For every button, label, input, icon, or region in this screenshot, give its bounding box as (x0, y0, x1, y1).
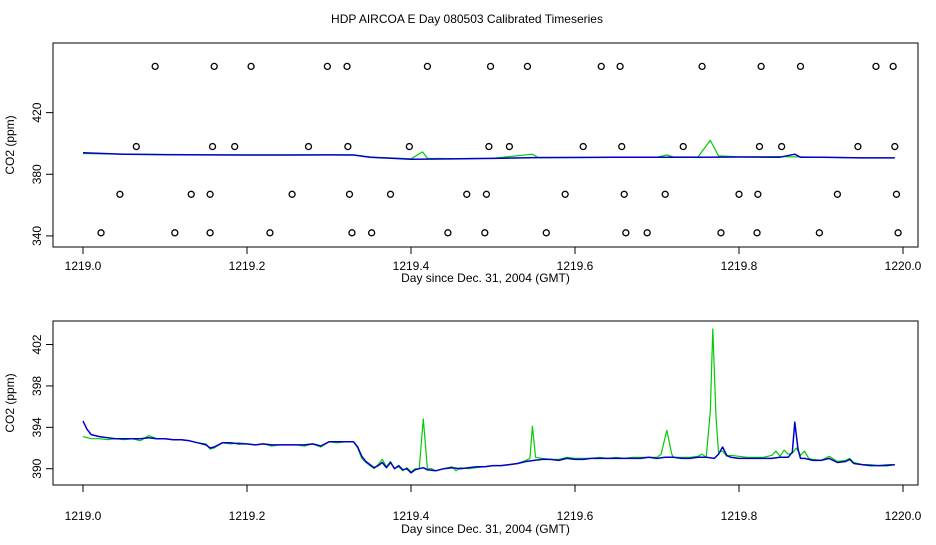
x-tick-label: 1219.4 (393, 259, 430, 273)
data-point-marker (757, 62, 765, 71)
data-point-marker (892, 190, 901, 198)
data-point-marker (620, 190, 628, 198)
data-point-marker (444, 229, 452, 237)
data-point-marker (344, 142, 352, 151)
data-point-marker (698, 62, 706, 71)
y-axis-label: CO2 (ppm) (3, 115, 17, 174)
data-point-marker (833, 190, 842, 198)
data-point-marker (348, 229, 356, 237)
data-point-marker (889, 62, 897, 71)
data-point-marker (247, 62, 255, 71)
x-tick-label: 1219.0 (65, 259, 102, 273)
data-point-marker (266, 229, 274, 237)
data-point-marker (116, 190, 124, 198)
y-tick-label: 402 (30, 334, 44, 354)
data-point-marker (288, 190, 296, 198)
data-point-marker (343, 62, 351, 71)
data-point-marker (486, 62, 495, 71)
data-point-marker (345, 190, 354, 198)
y-tick-label: 394 (30, 417, 44, 437)
data-point-marker (208, 142, 217, 151)
data-point-marker (735, 190, 743, 198)
data-point-marker (679, 142, 687, 151)
data-point-marker (561, 190, 569, 198)
data-point-marker (485, 142, 493, 151)
data-point-marker (854, 142, 862, 151)
data-point-marker (304, 142, 313, 151)
data-point-marker (210, 62, 218, 71)
data-point-marker (872, 62, 880, 71)
data-point-marker (597, 62, 605, 71)
x-tick-label: 1219.2 (229, 259, 266, 273)
data-point-marker (753, 229, 761, 237)
data-point-marker (187, 190, 195, 198)
x-tick-label: 1219.8 (721, 509, 758, 523)
data-point-marker (755, 142, 764, 151)
series-line-blue (82, 151, 895, 160)
data-point-marker (815, 229, 824, 237)
y-tick-label: 390 (30, 458, 44, 478)
data-point-marker (717, 229, 725, 237)
x-tick-label: 1219.6 (557, 259, 594, 273)
y-tick-label: 380 (30, 164, 44, 184)
series-line-blue (82, 420, 895, 474)
data-point-marker (386, 190, 395, 198)
data-point-marker (796, 62, 805, 71)
x-tick-label: 1219.0 (65, 509, 102, 523)
y-tick-label: 340 (30, 226, 44, 246)
x-tick-label: 1220.0 (885, 509, 922, 523)
data-point-marker (231, 142, 239, 151)
bottom-panel: 1219.0 1219.2 1219.4 1219.6 1219.8 1220.0 390 3… (3, 320, 922, 536)
data-point-marker (171, 229, 179, 237)
series-group (82, 328, 895, 474)
data-point-marker (754, 190, 762, 198)
series-line-green (82, 328, 895, 473)
data-point-marker (423, 62, 432, 71)
data-point-marker (463, 190, 471, 198)
data-point-marker (891, 142, 899, 151)
x-axis-label: Day since Dec. 31, 2004 (GMT) (401, 271, 570, 285)
data-point-marker (643, 229, 651, 237)
data-point-marker (894, 229, 902, 237)
data-point-marker (132, 142, 140, 151)
data-point-marker (481, 229, 489, 237)
series-group (82, 62, 902, 237)
data-point-marker (616, 62, 624, 71)
data-point-marker (206, 229, 214, 237)
data-point-marker (622, 229, 630, 237)
data-point-marker (482, 190, 491, 198)
data-point-marker (367, 229, 376, 237)
data-point-marker (579, 142, 587, 151)
data-point-marker (661, 190, 669, 198)
data-point-marker (505, 142, 514, 151)
x-tick-label: 1219.6 (557, 509, 594, 523)
plot-frame (52, 42, 919, 248)
x-tick-label: 1220.0 (885, 259, 922, 273)
data-point-marker (97, 229, 105, 237)
data-point-marker (523, 62, 532, 71)
top-panel: 1219.0 1219.2 1219.4 1219.6 1219.8 1220.0 340 3… (3, 42, 922, 285)
plot-frame (52, 320, 919, 486)
data-point-marker (777, 142, 786, 151)
x-tick-label: 1219.4 (393, 509, 430, 523)
x-tick-label: 1219.2 (229, 509, 266, 523)
data-point-marker (206, 190, 214, 198)
data-point-marker (323, 62, 332, 71)
y-tick-label: 420 (30, 102, 44, 122)
x-tick-label: 1219.8 (721, 259, 758, 273)
y-tick-label: 398 (30, 376, 44, 396)
data-point-marker (542, 229, 550, 237)
data-point-marker (618, 142, 626, 151)
x-axis-label: Day since Dec. 31, 2004 (GMT) (401, 522, 570, 536)
chart-title: HDP AIRCOA E Day 080503 Calibrated Times… (331, 12, 603, 26)
data-point-marker (405, 142, 414, 151)
y-axis-label: CO2 (ppm) (3, 373, 17, 432)
data-point-marker (151, 62, 159, 71)
